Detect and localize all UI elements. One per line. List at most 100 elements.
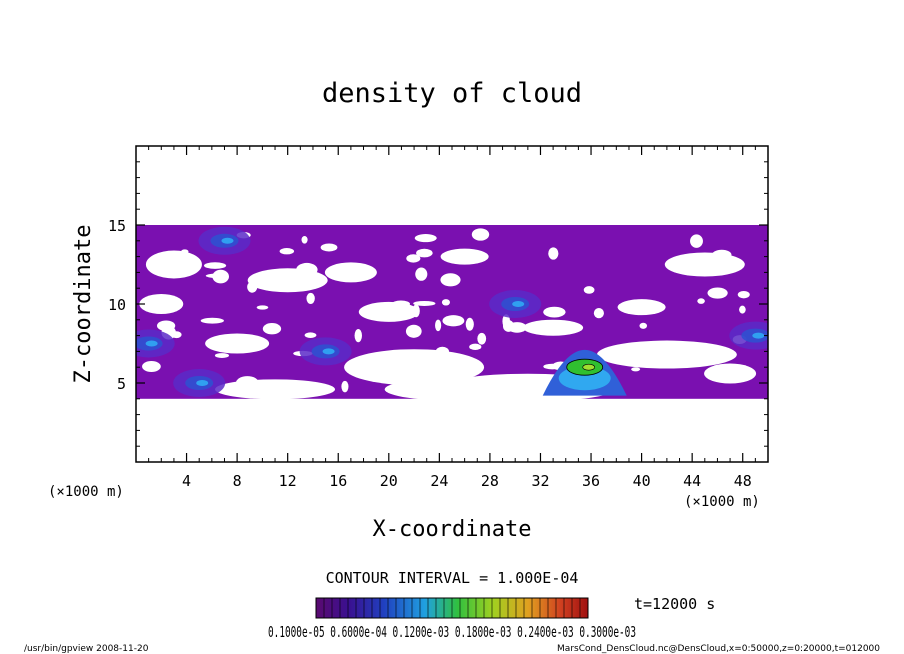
clear-gap: [477, 332, 487, 345]
clear-gap: [707, 287, 728, 299]
x-tick-label: 44: [683, 472, 701, 490]
clear-gap: [712, 249, 732, 261]
time-label: t=12000 s: [634, 595, 715, 613]
clear-gap: [405, 324, 422, 338]
clear-gap: [301, 235, 308, 244]
clear-gap: [412, 304, 420, 318]
x-tick-label: 36: [582, 472, 600, 490]
clear-gap: [416, 248, 433, 258]
x-tick-label: 48: [734, 472, 752, 490]
x-tick-label: 12: [279, 472, 297, 490]
clear-gap: [247, 281, 258, 293]
clear-gap: [142, 361, 161, 372]
clear-gap: [523, 374, 538, 380]
clear-gap: [238, 382, 247, 388]
clear-gap: [435, 346, 450, 356]
clear-gap: [320, 243, 338, 252]
clear-gap: [440, 273, 461, 287]
x-tick-label: 4: [182, 472, 191, 490]
y-axis-title: Z-coordinate: [71, 225, 96, 384]
x-tick-label: 24: [430, 472, 448, 490]
x-unit-right: (×1000 m): [684, 494, 760, 510]
clear-gap: [548, 247, 559, 260]
clear-gap: [262, 323, 282, 335]
clear-gap: [250, 337, 258, 348]
clear-gap: [306, 292, 315, 304]
clear-gap: [212, 269, 229, 284]
clear-gap: [279, 248, 295, 255]
clear-gap: [704, 363, 757, 384]
clear-gap: [739, 305, 746, 314]
x-tick-label: 32: [531, 472, 549, 490]
clear-gap: [538, 323, 559, 335]
clear-gap: [413, 300, 436, 306]
x-tick-label: 20: [380, 472, 398, 490]
clear-gap: [414, 234, 437, 243]
plot-area: [136, 225, 768, 402]
clear-gaps: [139, 228, 757, 402]
x-tick-label: 40: [633, 472, 651, 490]
clear-gap: [354, 328, 362, 343]
chart-title: density of cloud: [322, 78, 582, 109]
clear-gap: [385, 353, 399, 358]
clear-gap: [145, 250, 202, 279]
clear-gap: [639, 322, 648, 329]
clear-gap: [205, 333, 270, 354]
clear-gap: [442, 315, 465, 327]
clear-gap: [256, 305, 269, 310]
y-tick-label: 10: [108, 296, 126, 314]
clear-gap: [543, 306, 566, 318]
clear-gap: [469, 343, 482, 350]
clear-gap: [341, 380, 349, 393]
y-tick-label: 5: [117, 375, 126, 393]
clear-gap: [324, 262, 377, 283]
clear-gap: [391, 300, 411, 308]
dense-patch: [173, 369, 226, 397]
x-tick-label: 8: [233, 472, 242, 490]
dense-patch: [198, 226, 251, 255]
clear-gap: [737, 290, 750, 299]
x-axis-title: X-coordinate: [373, 517, 532, 542]
x-tick-label: 28: [481, 472, 499, 490]
dense-patch: [136, 329, 175, 358]
clear-gap: [215, 379, 336, 400]
clear-gap: [480, 383, 493, 391]
clear-gap: [402, 374, 426, 384]
clear-gap: [235, 376, 259, 390]
clear-gap: [440, 248, 489, 265]
clear-gap: [406, 254, 421, 263]
dense-patch: [729, 321, 768, 350]
clear-gap: [181, 249, 189, 255]
clear-gap: [435, 319, 442, 332]
clear-gap: [596, 340, 737, 369]
clear-gap: [441, 299, 450, 306]
clear-gap: [593, 308, 604, 319]
colorbar-divisions: [323, 598, 581, 618]
dense-patch: [489, 290, 542, 318]
clear-gap: [697, 298, 705, 304]
clear-gap: [617, 299, 666, 316]
clear-gap: [200, 317, 224, 324]
clear-gap: [502, 314, 511, 329]
clear-gap: [139, 294, 184, 314]
clear-gap: [507, 322, 527, 333]
clear-gap: [304, 332, 317, 338]
clear-gap: [296, 262, 318, 277]
clear-gap: [631, 367, 641, 372]
clear-gap: [358, 301, 419, 322]
y-tick-label: 15: [108, 217, 126, 235]
clear-gap: [384, 377, 545, 402]
clear-gap: [471, 228, 490, 241]
colorbar-labels: 0.1000e-05 0.6000e-04 0.1200e-03 0.1800e…: [268, 623, 636, 641]
clear-gap: [654, 358, 667, 367]
dense-patch: [299, 337, 352, 366]
x-unit-left: (×1000 m): [48, 484, 124, 500]
dense-core: [542, 349, 627, 396]
clear-gap: [415, 267, 428, 281]
clear-gap: [464, 256, 487, 263]
clear-gap: [583, 286, 595, 294]
footer-program: /usr/bin/gpview 2008-11-20: [24, 644, 149, 654]
clear-gap: [664, 252, 745, 277]
